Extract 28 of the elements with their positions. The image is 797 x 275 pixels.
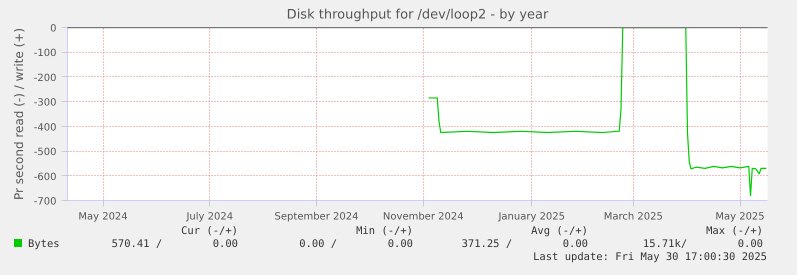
x-tick-label: May 2025 — [715, 212, 765, 222]
y-tick-label: -700 — [34, 196, 57, 208]
text: Avg (-/+) — [530, 225, 588, 238]
line-series — [428, 28, 767, 196]
y-tick-label: -400 — [34, 122, 57, 134]
text: 15.71k/ 0.00 — [642, 238, 763, 251]
y-tick-label: -500 — [34, 147, 57, 158]
y-axis-title: Pr second read (-) / write (+) — [12, 28, 26, 200]
text: 371.25 / 0.00 — [460, 238, 588, 251]
text: 0.00 / 0.00 — [298, 238, 413, 251]
y-tick-label: -600 — [34, 172, 57, 183]
y-tick-label: -100 — [34, 48, 57, 60]
text: Min (-/+) — [355, 225, 413, 238]
text: Last update: Fri May 30 17:00:30 2025 — [532, 251, 768, 264]
x-tick-label: November 2024 — [382, 212, 464, 222]
x-tick-label: January 2025 — [497, 212, 566, 222]
text: 570.41 / 0.00 — [110, 238, 238, 251]
x-tick-label: July 2024 — [185, 212, 234, 222]
y-tick-label: -200 — [34, 72, 57, 84]
chart-title: Disk throughput for /dev/loop2 - by year — [286, 8, 549, 22]
x-tick-label: March 2025 — [604, 212, 663, 222]
y-tick-label: -300 — [34, 98, 57, 109]
y-tick-label: 0 — [50, 24, 57, 34]
text: Max (-/+) — [705, 225, 763, 238]
text: Cur (-/+) — [180, 225, 238, 238]
x-tick-label: May 2024 — [78, 212, 128, 222]
x-tick-label: September 2024 — [274, 212, 358, 222]
legend-label: Bytes — [28, 238, 61, 251]
